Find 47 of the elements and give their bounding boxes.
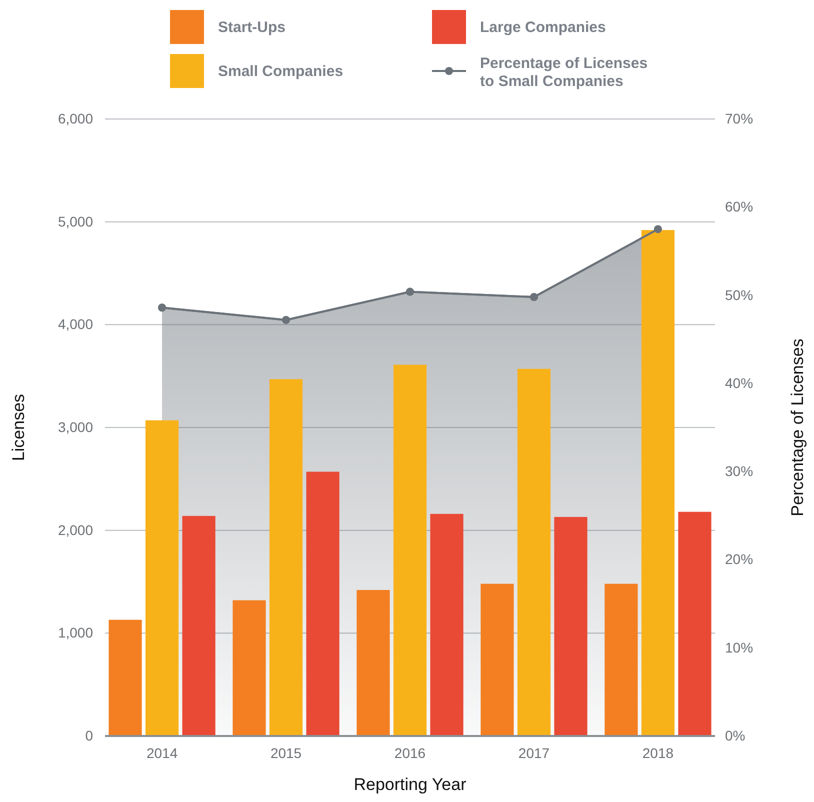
bar <box>393 364 427 736</box>
bar <box>182 516 216 736</box>
bar <box>306 472 340 736</box>
x-tick-label: 2017 <box>518 744 550 761</box>
y-tick-label: 3,000 <box>58 418 94 435</box>
bar <box>269 379 303 736</box>
y2-tick-label: 60% <box>725 198 754 215</box>
y2-tick-label: 30% <box>725 463 754 480</box>
x-axis-title: Reporting Year <box>354 775 467 794</box>
y-tick-label: 4,000 <box>58 316 94 332</box>
bar <box>554 516 588 736</box>
point <box>654 225 662 234</box>
bar <box>678 512 712 736</box>
y2-tick-label: 50% <box>725 286 754 303</box>
y-tick-label: 5,000 <box>58 213 94 230</box>
point <box>282 316 290 324</box>
x-tick-label: 2016 <box>394 744 426 761</box>
bar <box>145 420 179 736</box>
y2-tick-label: 70% <box>725 110 754 126</box>
point <box>406 288 414 296</box>
bar <box>430 514 464 736</box>
x-tick-label: 2014 <box>146 744 178 761</box>
legend-label: Percentage of Licenses to Small Companies <box>480 55 648 90</box>
y2-tick-label: 0% <box>725 727 746 744</box>
legend-label: Start-Ups <box>218 19 286 36</box>
legend-label: Small Companies <box>218 63 344 80</box>
y-tick-label: 6,000 <box>58 110 94 126</box>
y2-tick-label: 20% <box>725 551 754 568</box>
y2-axis-title: Percentage of Licenses <box>788 338 807 516</box>
bar <box>232 600 266 736</box>
point <box>530 293 538 302</box>
legend-label: Large Companies <box>480 19 606 36</box>
x-tick-label: 2018 <box>642 744 674 761</box>
y-axis-title: Licenses <box>9 394 28 462</box>
bar <box>641 230 675 736</box>
y2-tick-label: 10% <box>725 639 754 656</box>
y-tick-label: 2,000 <box>58 522 94 538</box>
bar <box>108 620 142 736</box>
bar <box>517 368 551 736</box>
x-tick-label: 2015 <box>270 744 302 761</box>
point <box>158 304 166 312</box>
bar <box>604 584 638 736</box>
y-tick-label: 0 <box>85 727 94 744</box>
bar <box>480 584 514 736</box>
y2-tick-label: 40% <box>725 374 754 391</box>
bar <box>356 590 390 736</box>
y-tick-label: 1,000 <box>58 624 94 641</box>
